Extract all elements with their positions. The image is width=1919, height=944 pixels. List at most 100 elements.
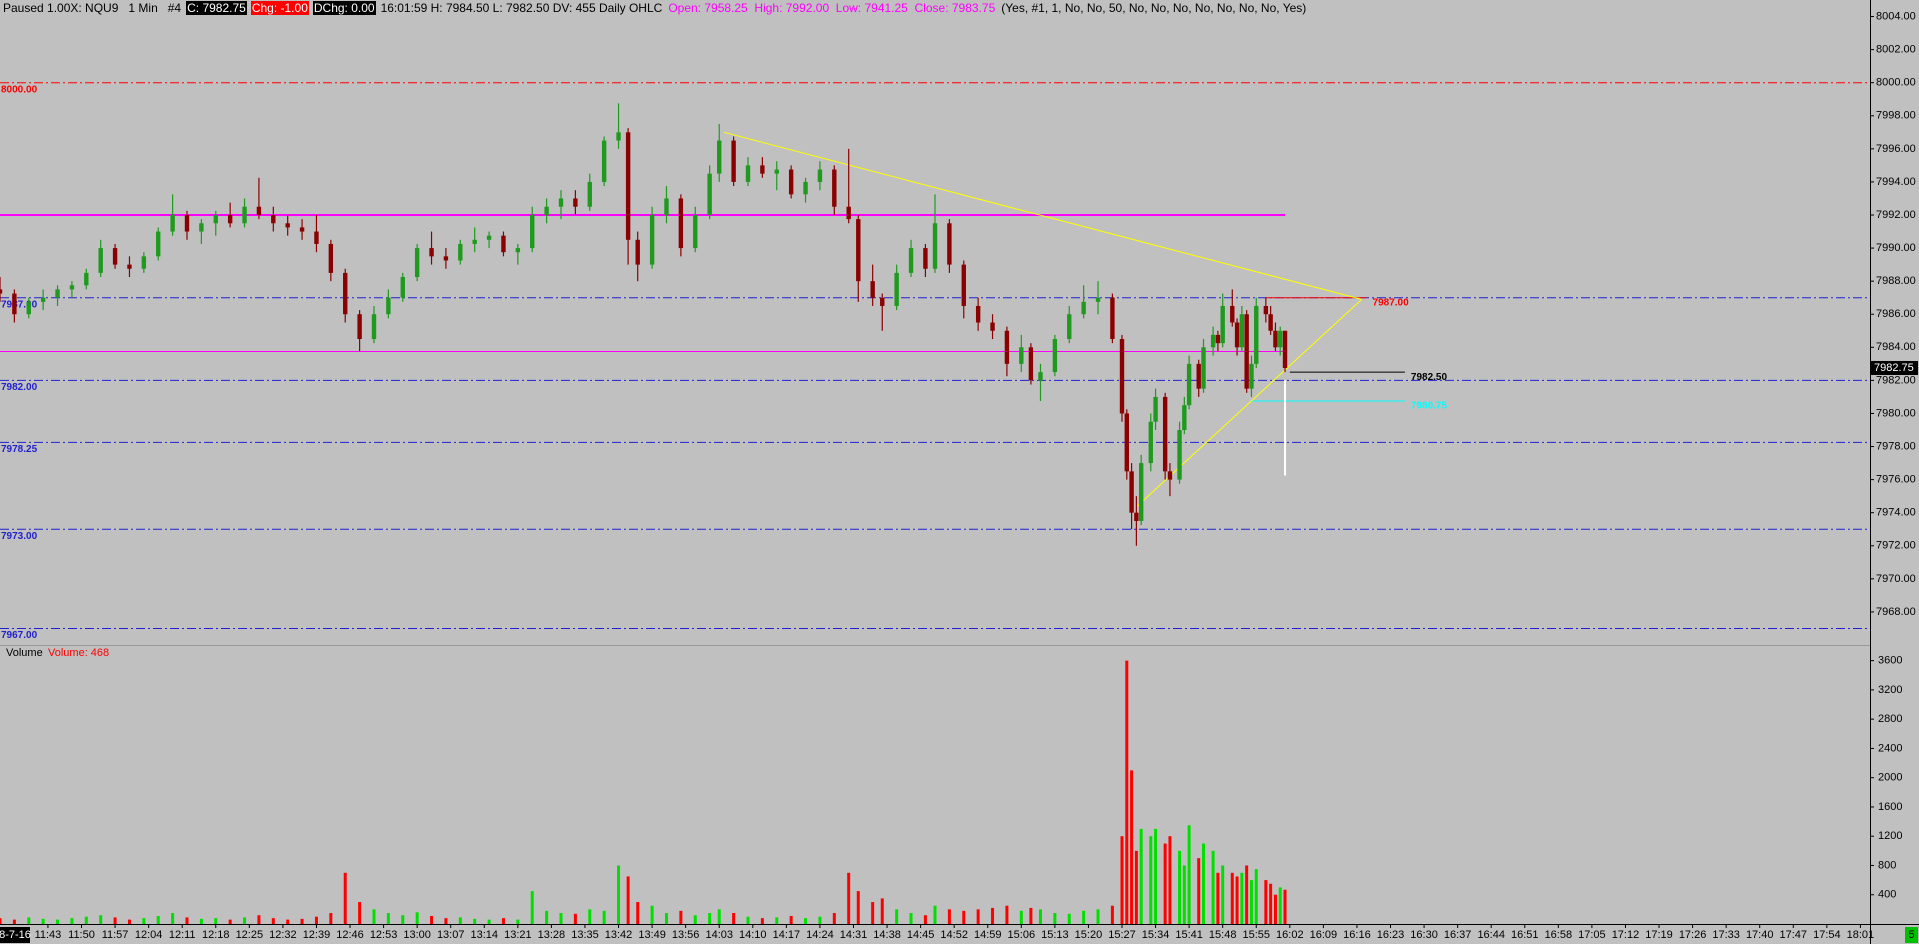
x-tick-label: 13:49 (638, 929, 666, 941)
candle-body (256, 206, 262, 215)
x-tick-label: 13:14 (471, 929, 499, 941)
volume-bar (487, 919, 491, 924)
candle-body (357, 314, 362, 340)
candle-body (1095, 297, 1101, 302)
volume-bar (12, 919, 16, 924)
volume-bar (214, 918, 218, 924)
candle-body (856, 219, 861, 282)
candle-body (69, 285, 75, 290)
y-tick-label: 7986.00 (1876, 308, 1916, 320)
candle-body (894, 272, 899, 306)
volume-bar (142, 918, 146, 924)
volume-bar (1163, 843, 1167, 924)
volume-bar (856, 891, 860, 924)
y-tick-label: 7982.00 (1876, 374, 1916, 386)
candle-body (141, 256, 147, 269)
candle-body (386, 297, 391, 315)
volume-subtitle: Volume: 468 (48, 647, 109, 659)
volume-bar (947, 909, 951, 924)
candle-body (1038, 372, 1043, 381)
level-label: 7973.00 (1, 531, 38, 542)
volume-bar (1245, 865, 1249, 924)
y-tick-label: 800 (1878, 859, 1896, 871)
y-tick-label: 7980.00 (1876, 407, 1916, 419)
level-label: 7987.00 (1, 299, 38, 310)
candle-body (1182, 405, 1187, 430)
y-tick-label: 7968.00 (1876, 606, 1916, 618)
volume-bar (545, 910, 549, 924)
volume-bar (1264, 880, 1268, 924)
volume-bar (1067, 913, 1071, 924)
header-item: C: 7982.75 (186, 1, 247, 15)
volume-bar (1269, 883, 1273, 924)
volume-bar (775, 917, 779, 924)
volume-bar (559, 913, 563, 924)
volume-bar (372, 909, 376, 924)
y-tick-label: 7984.00 (1876, 341, 1916, 353)
candle-body (443, 256, 449, 261)
volume-bar (156, 915, 160, 924)
y-tick-label: 2000 (1878, 772, 1902, 784)
x-tick-label: 16:16 (1343, 929, 1371, 941)
volume-bar (1230, 872, 1234, 924)
y-tick-label: 1200 (1878, 830, 1902, 842)
candle-body (12, 293, 17, 315)
x-tick-label: 12:46 (336, 929, 364, 941)
x-tick-label: 13:21 (504, 929, 532, 941)
candle-body (1239, 314, 1245, 348)
candle-body (271, 215, 276, 224)
x-tick-label: 14:24 (806, 929, 834, 941)
volume-title: Volume (6, 647, 43, 659)
x-tick-label: 12:11 (169, 929, 196, 941)
candle-body (1234, 322, 1240, 348)
x-tick-label: 13:00 (403, 929, 431, 941)
y-tick-label: 2800 (1878, 713, 1902, 725)
candle-body (1028, 347, 1034, 381)
x-tick-label: 17:05 (1578, 929, 1606, 941)
candle-body (832, 169, 837, 207)
x-tick-label: 14:31 (840, 929, 868, 941)
volume-bar (880, 898, 884, 924)
candle-body (1162, 396, 1168, 472)
candle-body (1254, 305, 1259, 364)
candle-body (1167, 471, 1173, 480)
volume-bar (871, 902, 875, 924)
candle-body (803, 181, 808, 195)
y-tick-label: 7998.00 (1876, 110, 1916, 122)
candle-body (486, 235, 492, 240)
x-tick-label: 13:07 (437, 929, 465, 941)
candle-body (1249, 363, 1254, 389)
candle-body (314, 231, 319, 244)
volume-bar (626, 876, 630, 924)
volume-bar (847, 872, 851, 924)
candle-body (1220, 305, 1225, 344)
candle-body (343, 272, 348, 315)
volume-bar (401, 915, 405, 924)
candle-body (1081, 301, 1086, 315)
volume-bar (1216, 872, 1220, 924)
candle-body (84, 272, 89, 286)
candle-body (55, 289, 60, 298)
candle-body (1215, 334, 1221, 344)
x-tick-label: 11:50 (68, 929, 95, 941)
candle-body (1129, 471, 1134, 513)
volume-bar (1149, 836, 1153, 924)
header: Paused 1.00X: NQU9 1 Min #4 C: 7982.75 Chg… (2, 1, 1311, 15)
x-tick-label: 16:09 (1310, 929, 1338, 941)
candle-body (932, 223, 938, 269)
y-tick-label: 3600 (1878, 655, 1902, 667)
x-tick-label: 11:57 (102, 929, 129, 941)
candle-body (1177, 430, 1182, 480)
x-tick-label: 15:27 (1108, 929, 1136, 941)
candle-body (530, 215, 535, 249)
volume-bar (1202, 843, 1206, 924)
volume-bar (717, 909, 721, 924)
level-label: 7978.25 (1, 444, 38, 455)
candle-body (635, 239, 640, 265)
candle-body (112, 248, 118, 265)
volume-bar (1249, 880, 1253, 924)
volume-bar (171, 913, 175, 924)
candle-body (1119, 339, 1125, 414)
y-tick-label: 7974.00 (1876, 507, 1916, 519)
